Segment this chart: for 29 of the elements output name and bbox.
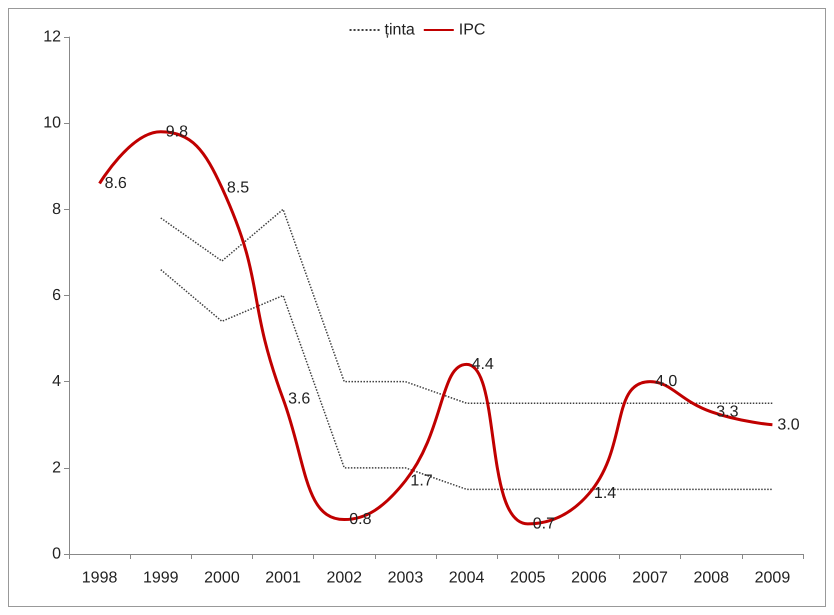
x-tick-label: 1999 [142,570,179,586]
x-tick-label: 2000 [204,570,240,586]
y-tick-label: 6 [52,287,62,304]
x-tick-label: 2007 [632,570,668,586]
x-tick-label: 2005 [510,570,546,586]
data-label: 8.6 [104,174,127,192]
y-tick-label: 8 [52,200,62,218]
data-label: 3.0 [777,416,800,434]
y-tick-label: 0 [52,546,62,562]
x-tick-label: 2001 [265,570,301,586]
legend-label: ținta [384,22,415,38]
data-label: 3.6 [288,390,310,408]
x-tick-label: 2008 [693,570,730,586]
data-label: 1.4 [594,485,616,502]
legend-label: IPC [458,22,486,38]
x-tick-label: 2003 [388,570,424,586]
x-tick-label: 2006 [571,570,607,586]
data-label: 8.5 [226,179,250,196]
data-label: 1.7 [410,472,433,490]
x-tick-label: 2002 [326,570,362,586]
data-label: 4.4 [472,356,494,373]
x-tick-label: 2009 [754,570,790,586]
y-tick-label: 2 [52,459,62,476]
x-tick-label: 2004 [448,570,484,586]
x-tick-label: 1998 [82,570,118,586]
y-tick-label: 4 [52,373,62,390]
y-tick-label: 10 [43,114,62,132]
line-series [160,208,774,404]
y-tick-label: 12 [43,28,62,46]
